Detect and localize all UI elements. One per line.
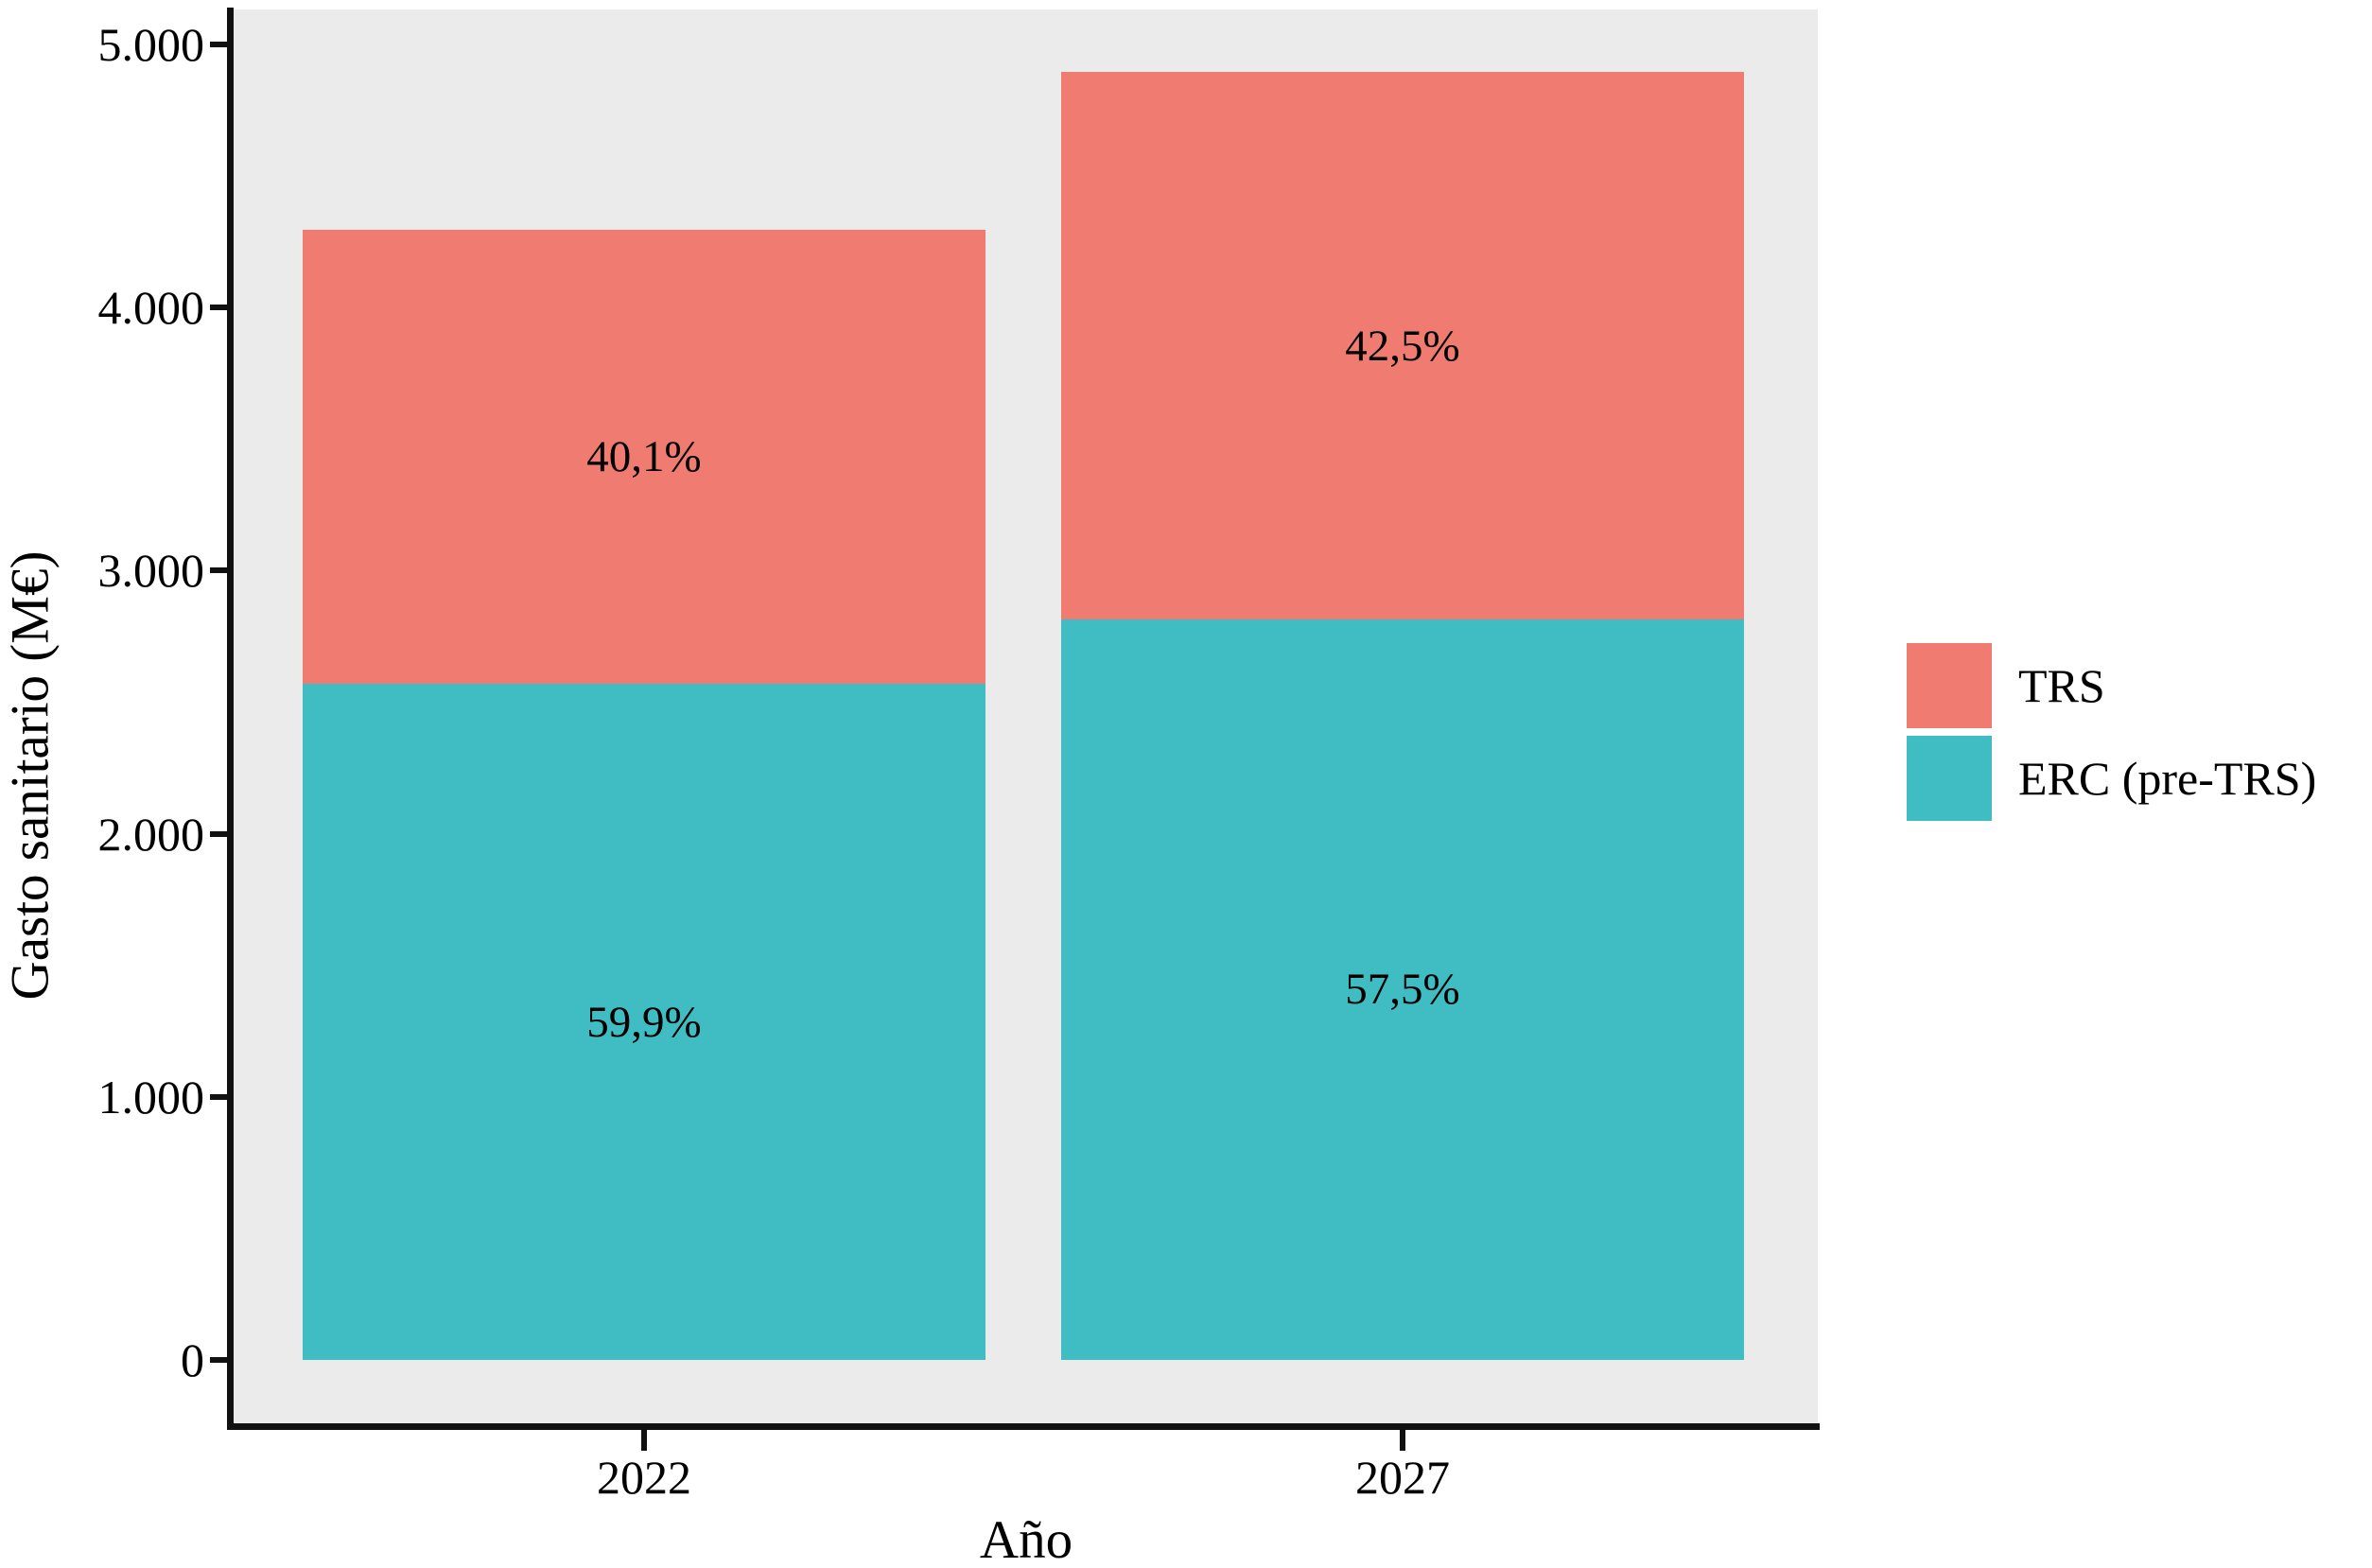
x-tick-label: 2027	[1355, 1451, 1450, 1504]
y-tick-mark	[210, 830, 233, 837]
legend-label-trs: TRS	[2018, 659, 2105, 712]
y-tick-mark	[210, 1093, 233, 1100]
segment-percent-label: 57,5%	[1345, 965, 1460, 1015]
y-tick-mark	[210, 42, 233, 47]
y-tick-label: 2.000	[97, 807, 205, 861]
segment-percent-label: 40,1%	[586, 432, 702, 482]
legend-item-trs: TRS	[1907, 643, 2316, 728]
y-tick-label: 0	[181, 1333, 204, 1386]
y-tick-mark	[210, 1357, 233, 1363]
legend-item-erc: ERC (pre-TRS)	[1907, 736, 2316, 821]
x-tick-mark	[1400, 1430, 1405, 1451]
legend-swatch-erc	[1907, 736, 1992, 821]
bar-segment-2022-erc-pre-trs	[303, 684, 985, 1360]
segment-percent-label: 59,9%	[586, 997, 702, 1047]
y-tick-mark	[210, 305, 233, 311]
y-tick-mark	[210, 567, 233, 574]
bar-segment-2027-erc-pre-trs	[1061, 618, 1744, 1360]
y-tick-label: 1.000	[97, 1070, 205, 1124]
legend-label-erc: ERC (pre-TRS)	[2018, 752, 2317, 805]
bar-segment-2027-trs	[1061, 72, 1744, 619]
legend: TRS ERC (pre-TRS)	[1907, 643, 2316, 828]
y-tick-label: 5.000	[97, 18, 205, 71]
x-axis-line	[227, 1423, 1820, 1430]
y-tick-label: 4.000	[97, 281, 205, 335]
segment-percent-label: 42,5%	[1345, 321, 1460, 371]
y-axis-line	[227, 8, 234, 1430]
bar-segment-2022-trs	[303, 230, 985, 685]
x-axis-title: Año	[979, 1510, 1073, 1568]
legend-swatch-trs	[1907, 643, 1992, 728]
y-axis-title: Gasto sanitario (M€)	[0, 550, 61, 1001]
y-tick-label: 3.000	[97, 544, 205, 598]
x-tick-mark	[641, 1430, 647, 1451]
x-tick-label: 2022	[597, 1451, 691, 1504]
